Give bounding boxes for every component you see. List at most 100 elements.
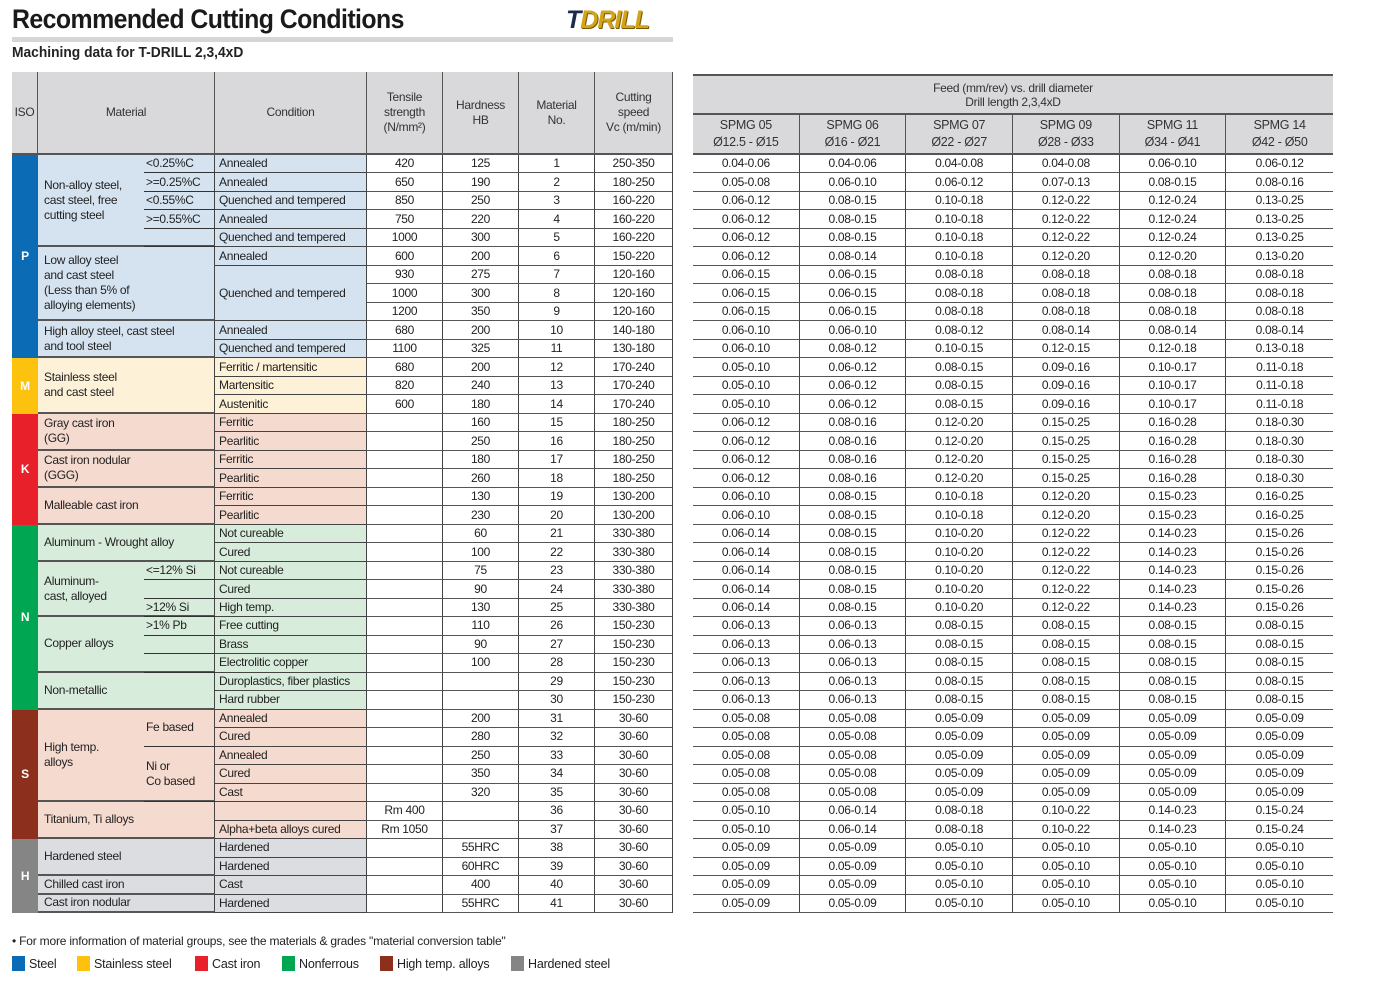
feed-cell: 0.05-0.09 [693,839,800,858]
feed-cell: 0.14-0.23 [1119,561,1227,581]
condition-cell: Alpha+beta alloys cured [215,820,367,840]
feed-cell: 0.12-0.20 [906,469,1013,488]
feed-cell: 0.06-0.12 [693,450,800,470]
feed-cell: 0.06-0.10 [693,339,800,359]
material-name: Non-metallic [38,672,215,710]
feed-cell: 0.15-0.24 [1226,802,1333,821]
tensile-strength-cell [367,876,443,895]
feed-cell: 0.08-0.15 [1226,617,1333,636]
hardness-cell: 200 [443,321,519,340]
material-no-cell: 26 [519,617,595,636]
feed-cell: 0.08-0.15 [1226,691,1333,710]
hardness-cell: 90 [443,635,519,655]
feed-cell: 0.16-0.28 [1119,450,1227,470]
hardness-cell: 300 [443,284,519,303]
feed-cell: 0.06-0.13 [693,672,800,692]
tensile-strength-cell [367,413,443,433]
legend-label: High temp. alloys [397,956,490,971]
material-no-cell: 38 [519,839,595,858]
legend-item: Stainless steel [77,956,172,971]
feed-cell: 0.08-0.15 [799,506,907,525]
hardness-cell: 90 [443,580,519,599]
iso-group-M: M [12,358,38,414]
feed-cell: 0.06-0.12 [799,358,907,377]
feed-cell: 0.10-0.18 [906,191,1013,211]
feed-cell: 0.15-0.24 [1226,821,1333,840]
material-subclass: <=12% Si [144,562,215,581]
feed-cell: 0.05-0.09 [1013,765,1120,784]
material-no-cell: 33 [519,746,595,766]
feed-cell: 0.05-0.09 [799,876,907,895]
feed-cell: 0.05-0.09 [1119,783,1227,803]
hardness-cell: 220 [443,210,519,229]
feed-cell: 0.16-0.25 [1226,506,1333,525]
iso-group-P: P [12,155,38,359]
feed-cell: 0.05-0.10 [1226,858,1333,877]
feed-cell: 0.06-0.15 [799,284,907,303]
tensile-strength-cell: 850 [367,191,443,211]
feed-cell: 0.08-0.15 [1013,635,1120,655]
feed-cell: 0.06-0.13 [693,654,800,673]
hardness-cell: 200 [443,709,519,729]
feed-cell: 0.08-0.12 [906,321,1013,340]
feed-cell: 0.15-0.25 [1013,469,1120,488]
feed-cell: 0.06-0.13 [799,617,907,636]
feed-cell: 0.05-0.08 [799,746,907,766]
hardness-cell: 130 [443,598,519,618]
material-no-cell: 3 [519,191,595,211]
feed-cell: 0.05-0.10 [906,894,1013,914]
hardness-cell [443,672,519,692]
feed-cell: 0.06-0.13 [799,672,907,692]
feed-cell: 0.06-0.12 [799,395,907,414]
material-no-cell: 17 [519,450,595,470]
condition-cell [215,802,367,821]
feed-cell: 0.08-0.15 [906,376,1013,396]
tensile-strength-cell: 1200 [367,302,443,322]
feed-cell: 0.06-0.12 [693,413,800,433]
feed-cell: 0.06-0.14 [799,820,907,840]
feed-cell: 0.10-0.20 [906,561,1013,581]
legend-label: Hardened steel [528,956,610,971]
feed-cell: 0.08-0.16 [799,413,907,433]
feed-cell: 0.05-0.09 [1226,765,1333,784]
feed-cell: 0.08-0.15 [799,598,907,618]
feed-cell: 0.08-0.15 [1226,673,1333,692]
feed-cell: 0.13-0.25 [1226,192,1333,211]
material-no-cell: 16 [519,432,595,451]
condition-cell: Hardened [215,857,367,877]
cutting-speed-cell: 160-220 [595,228,673,248]
feed-cell: 0.12-0.22 [1013,524,1120,544]
feed-column-header: SPMG 05 Ø12.5 - Ø15 [693,115,800,155]
feed-cell: 0.09-0.16 [1013,395,1120,414]
material-no-cell: 9 [519,302,595,322]
condition-cell: Cured [215,543,367,562]
material-name: Copper alloys [38,617,215,673]
feed-cell: 0.12-0.22 [1013,561,1120,581]
feed-cell: 0.06-0.15 [693,284,800,303]
cutting-speed-cell: 30-60 [595,820,673,840]
cutting-speed-cell: 30-60 [595,802,673,821]
material-subclass: >=0.55%C [144,210,215,229]
feed-cell: 0.08-0.15 [906,672,1013,692]
feed-cell: 0.05-0.10 [693,376,800,396]
condition-cell: Pearlitic [215,469,367,488]
feed-cell: 0.08-0.15 [799,191,907,211]
feed-cell: 0.16-0.25 [1226,488,1333,507]
header-tensile: Tensile strength (N/mm²) [367,72,443,155]
material-subclass [144,654,215,673]
material-no-cell: 8 [519,284,595,303]
material-name: Stainless steel and cast steel [38,358,215,414]
feed-cell: 0.08-0.15 [1013,654,1120,673]
feed-cell: 0.10-0.18 [906,487,1013,507]
feed-cell: 0.10-0.20 [906,524,1013,544]
tensile-strength-cell [367,691,443,710]
condition-cell: Quenched and tempered [215,265,367,322]
feed-cell: 0.05-0.09 [906,765,1013,784]
hardness-cell: 400 [443,876,519,895]
feed-column-header: SPMG 06 Ø16 - Ø21 [799,115,907,155]
feed-cell: 0.08-0.15 [1119,691,1227,710]
feed-cell: 0.08-0.18 [1119,302,1227,322]
material-no-cell: 35 [519,783,595,803]
logo-drill: DRILL [580,6,650,34]
material-subclass: >=0.25%C [144,173,215,192]
